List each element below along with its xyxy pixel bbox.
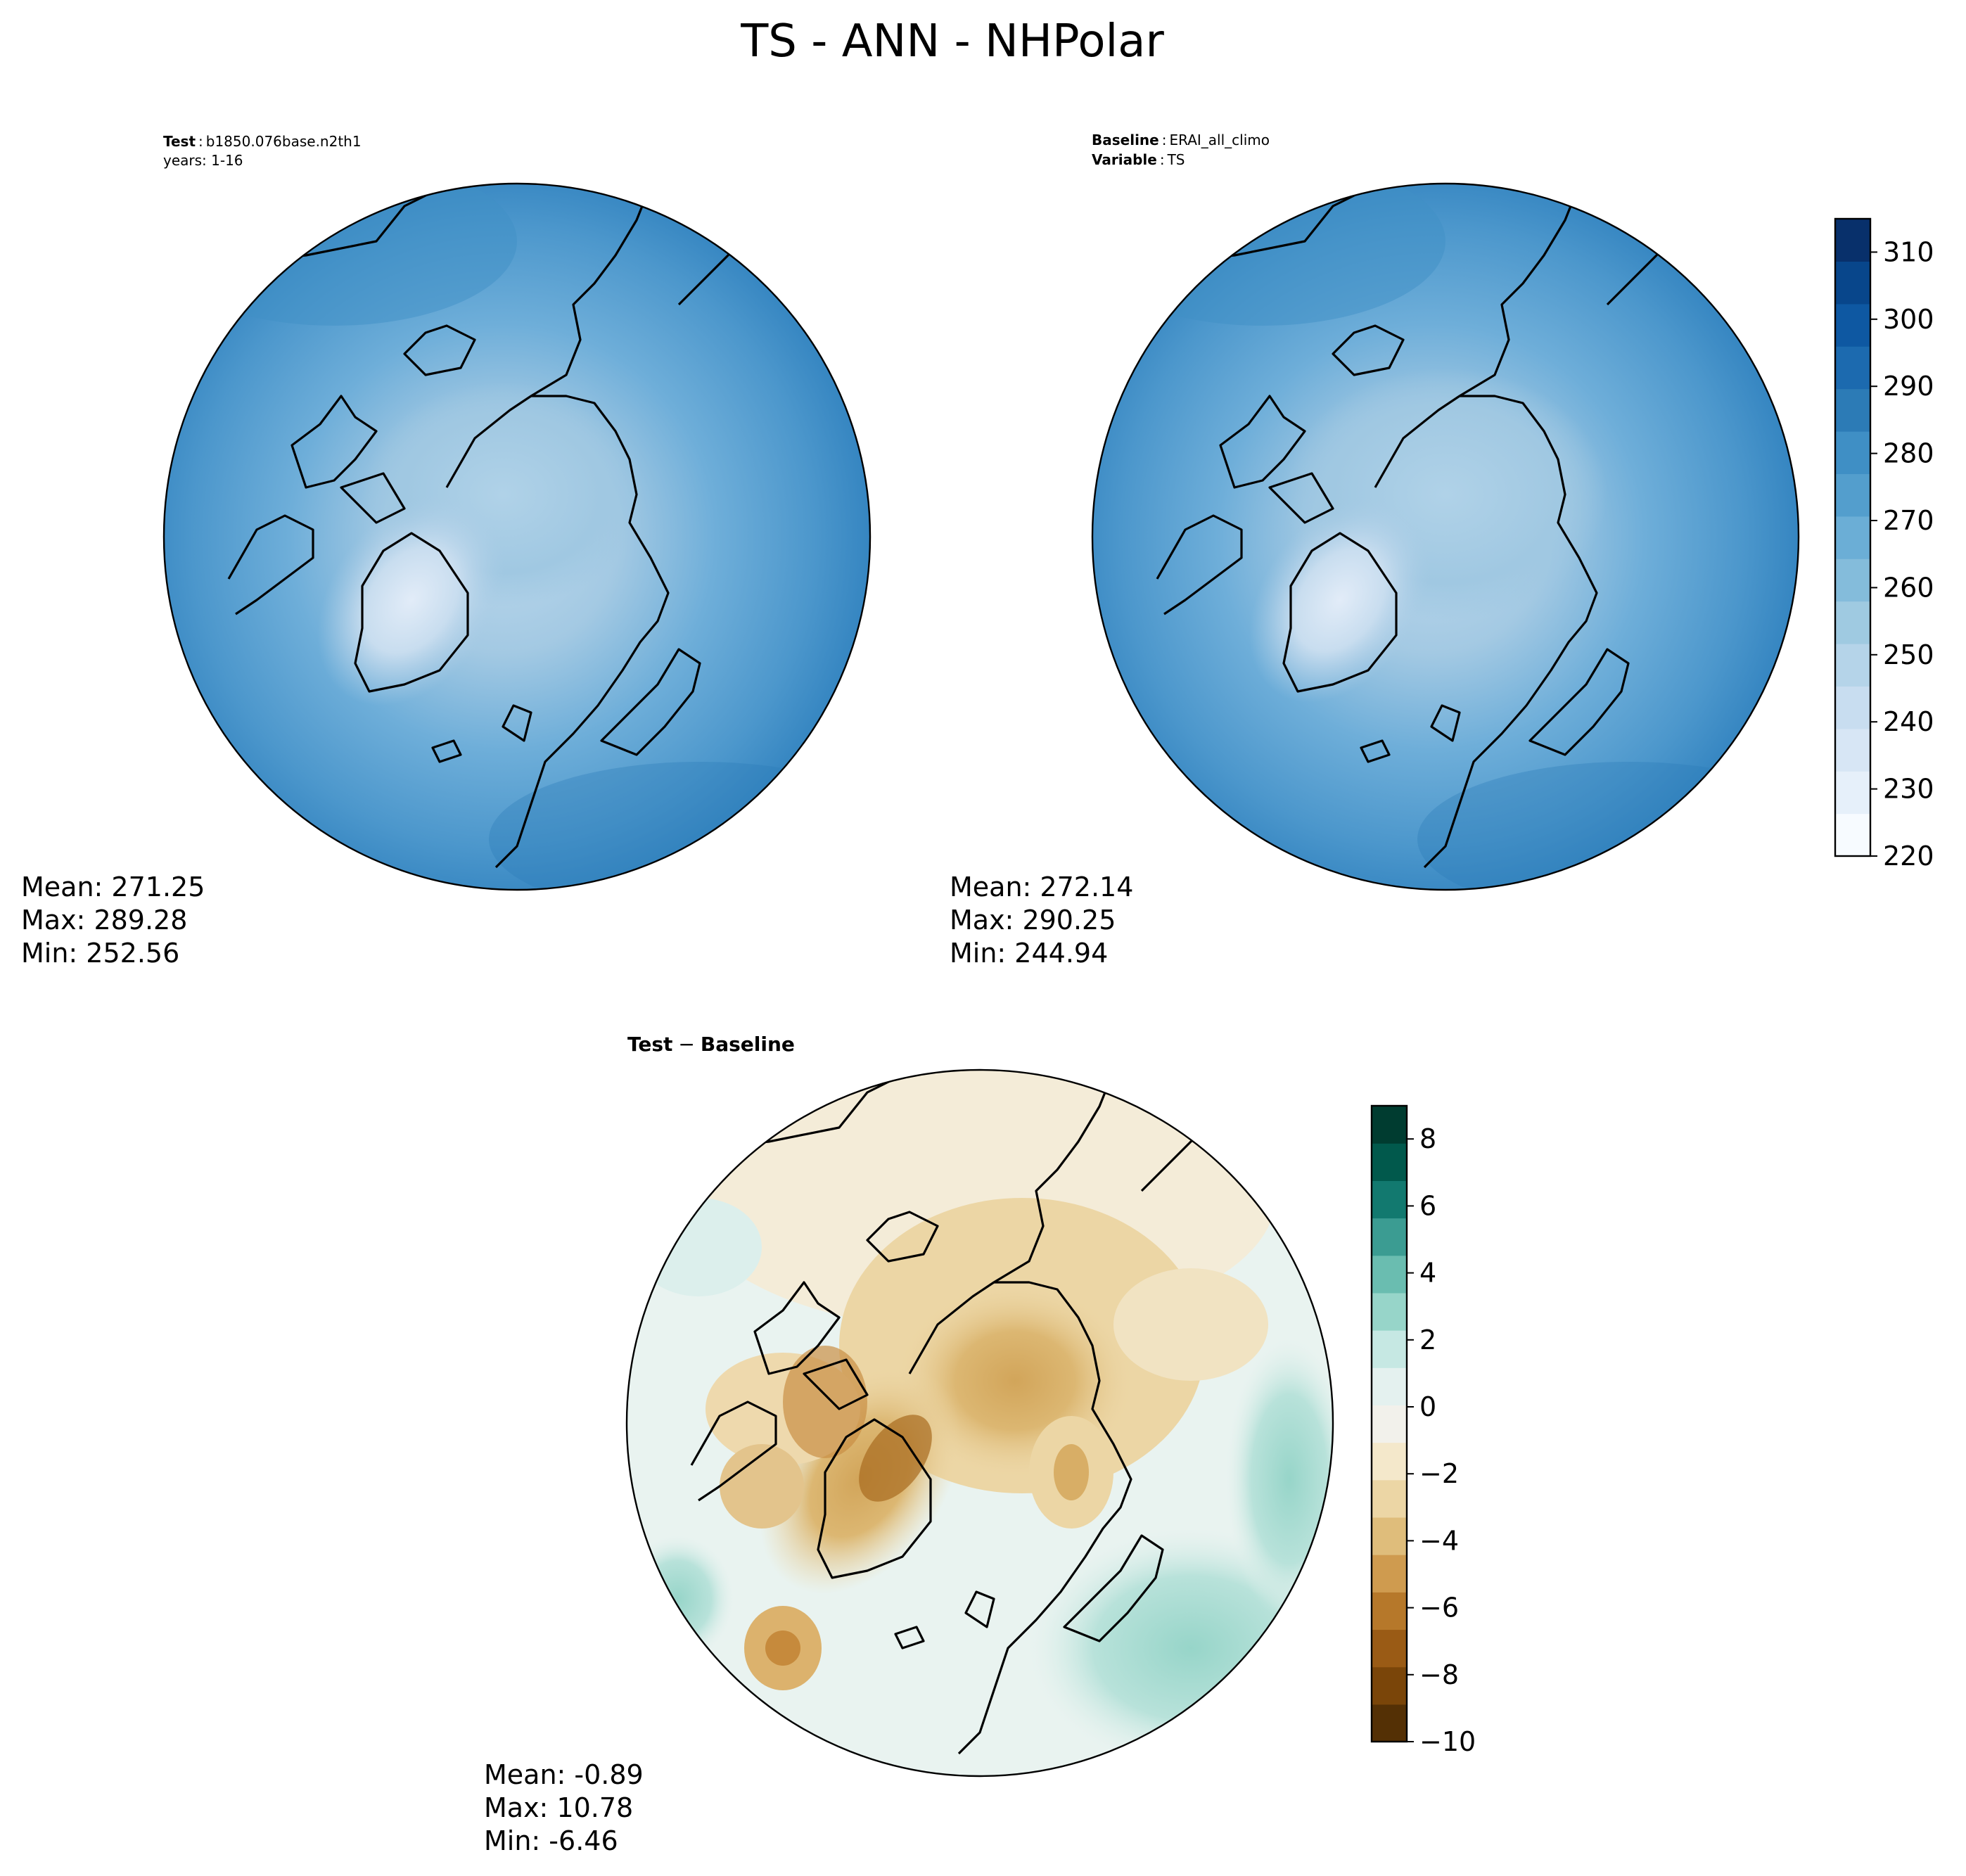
panel-test: Test: b1850.076base.n2th1 years: 1-16 [21, 133, 872, 969]
test-map [162, 182, 872, 891]
abs-colorbar-tick-label: 260 [1883, 572, 1934, 603]
abs-colorbar-tick-label: 300 [1883, 304, 1934, 335]
baseline-map [1091, 182, 1800, 891]
diff-colorbar-segment [1372, 1218, 1407, 1256]
diff-header-baseline: Baseline [701, 1033, 795, 1056]
figure-title: TS - ANN - NHPolar [740, 15, 1164, 68]
diff-colorbar-tick-label: 4 [1419, 1258, 1436, 1289]
test-header-value: b1850.076base.n2th1 [206, 133, 362, 150]
test-stat-mean: Mean: 271.25 [21, 872, 205, 902]
diff-colorbar-tick-label: 2 [1419, 1325, 1436, 1355]
abs-colorbar-segment [1835, 559, 1870, 602]
abs-colorbar-segment [1835, 686, 1870, 729]
abs-colorbar-tick-label: 280 [1883, 438, 1934, 469]
diff-colorbar-tick-label: −10 [1419, 1726, 1476, 1757]
abs-colorbar-tick-label: 310 [1883, 236, 1934, 267]
abs-colorbar-segment [1835, 431, 1870, 474]
abs-colorbar-segment [1835, 346, 1870, 390]
baseline-stat-min: Min: 244.94 [950, 938, 1108, 969]
diff-header-minus: − [678, 1033, 694, 1056]
diff-map [625, 1068, 1334, 1778]
abs-colorbar-tick-label: 290 [1883, 371, 1934, 402]
diff-colorbar-segment [1372, 1666, 1407, 1705]
diff-colorbar-segment [1372, 1704, 1407, 1742]
abs-colorbar-tick-label: 240 [1883, 706, 1934, 737]
colorbar-abs: 220 230 240 250 260 270 280 290 300 310 [1834, 217, 1934, 872]
panel-baseline: Baseline: ERAI_all_climo Variable: TS [950, 132, 1800, 969]
diff-colorbar-tick-label: −4 [1419, 1525, 1459, 1556]
diff-stat-min: Min: -6.46 [484, 1825, 618, 1856]
abs-colorbar-tick-label: 220 [1883, 841, 1934, 872]
diff-colorbar-tick-label: 0 [1419, 1391, 1436, 1422]
diff-colorbar-segment [1372, 1517, 1407, 1555]
diff-header-test: Test [627, 1033, 672, 1056]
baseline-header-key: Baseline [1092, 132, 1159, 148]
diff-colorbar-tick-label: −8 [1419, 1659, 1459, 1690]
test-header-line1: Test: b1850.076base.n2th1 [163, 133, 362, 150]
baseline-header-line2: Variable: TS [1092, 151, 1185, 168]
test-header-line2: years: 1-16 [163, 152, 243, 169]
abs-colorbar-segment [1835, 261, 1870, 305]
diff-stat-mean: Mean: -0.89 [484, 1759, 644, 1790]
abs-colorbar-segment [1835, 813, 1870, 857]
diff-colorbar-segment [1372, 1479, 1407, 1518]
baseline-header-line1: Baseline: ERAI_all_climo [1092, 132, 1270, 148]
diff-colorbar-segment [1372, 1330, 1407, 1368]
diff-colorbar-segment [1372, 1367, 1407, 1406]
baseline-stat-max: Max: 290.25 [950, 905, 1116, 936]
abs-colorbar-segment [1835, 644, 1870, 687]
abs-colorbar-segment [1835, 473, 1870, 517]
abs-colorbar-tick-label: 250 [1883, 639, 1934, 670]
diff-stat-max: Max: 10.78 [484, 1792, 633, 1823]
diff-colorbar-segment [1372, 1405, 1407, 1443]
diff-colorbar-frame [1370, 1104, 1408, 1743]
diff-colorbar-segment [1372, 1180, 1407, 1219]
abs-colorbar-segment [1835, 516, 1870, 559]
abs-colorbar-segment [1835, 771, 1870, 815]
diff-colorbar-tick-label: 8 [1419, 1123, 1436, 1154]
baseline-header-value: ERAI_all_climo [1169, 132, 1270, 148]
abs-colorbar-tick-label: 230 [1883, 774, 1934, 805]
diff-header: Test − Baseline [627, 1033, 795, 1056]
diff-colorbar-segment [1372, 1292, 1407, 1331]
baseline-variable-key: Variable [1092, 151, 1157, 168]
diff-colorbar-segment [1372, 1106, 1407, 1144]
test-header-key: Test [163, 133, 196, 150]
panel-diff: Test − Baseline [484, 1033, 1334, 1856]
colorbar-diff: −10 −8 −6 −4 −2 0 2 4 6 8 [1370, 1104, 1476, 1757]
abs-colorbar-tick-label: 270 [1883, 505, 1934, 536]
diff-colorbar-segment [1372, 1555, 1407, 1593]
abs-colorbar-frame [1834, 217, 1872, 857]
diff-colorbar-tick-label: −2 [1419, 1458, 1459, 1489]
abs-colorbar-segment [1835, 388, 1870, 432]
diff-colorbar-segment [1372, 1592, 1407, 1631]
diff-colorbar-segment [1372, 1255, 1407, 1294]
test-stat-max: Max: 289.28 [21, 905, 187, 936]
diff-colorbar-tick-label: −6 [1419, 1593, 1459, 1623]
diff-colorbar-tick-label: 6 [1419, 1190, 1436, 1221]
diff-colorbar-segment [1372, 1143, 1407, 1181]
diff-colorbar-segment [1372, 1442, 1407, 1481]
abs-colorbar-segment [1835, 601, 1870, 644]
test-stat-min: Min: 252.56 [21, 938, 179, 969]
abs-colorbar-segment [1835, 219, 1870, 262]
baseline-stat-mean: Mean: 272.14 [950, 872, 1133, 902]
baseline-variable-value: TS [1167, 151, 1185, 168]
abs-colorbar-segment [1835, 303, 1870, 347]
diff-colorbar-segment [1372, 1629, 1407, 1668]
abs-colorbar-segment [1835, 728, 1870, 772]
